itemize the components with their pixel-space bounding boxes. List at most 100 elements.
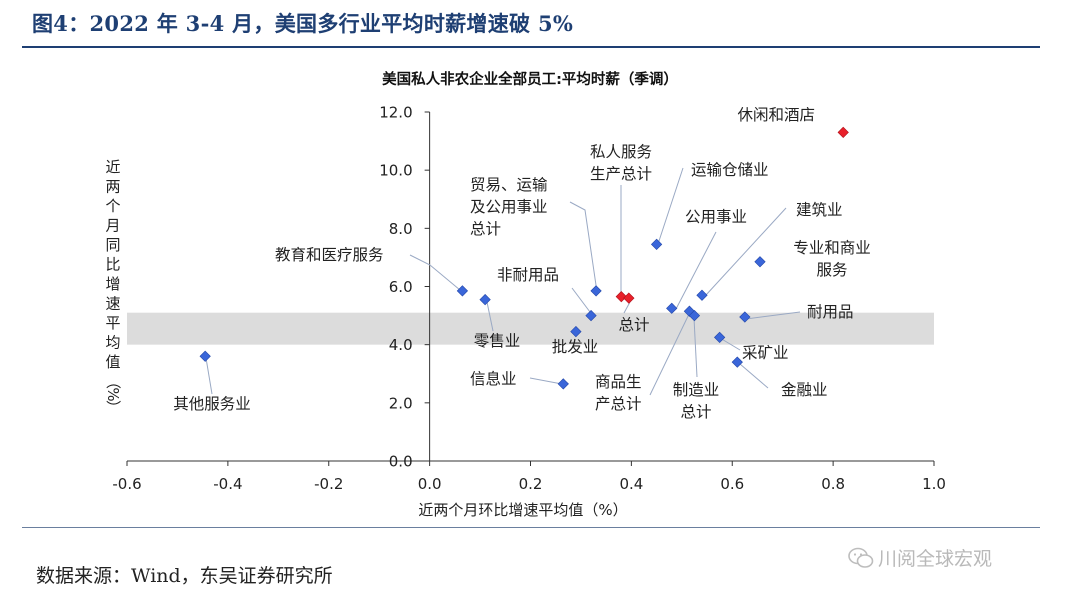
data-point bbox=[754, 256, 766, 268]
leader-line bbox=[569, 201, 598, 293]
x-tick-label: 0.8 bbox=[821, 475, 845, 493]
leader-line bbox=[705, 207, 787, 296]
y-tick-label: 6.0 bbox=[389, 278, 413, 296]
data-point bbox=[683, 305, 696, 317]
source-rule bbox=[22, 527, 1040, 528]
point-label: 其他服务业 bbox=[173, 395, 251, 413]
leader-line bbox=[529, 377, 563, 385]
y-axis-label-char: 两 bbox=[105, 178, 120, 196]
y-tick-label: 10.0 bbox=[379, 162, 412, 180]
leader-line bbox=[486, 301, 494, 332]
y-axis-label-char: 比 bbox=[105, 256, 120, 274]
point-label: 教育和医疗服务 bbox=[275, 246, 384, 264]
y-axis-label-char: 均 bbox=[105, 334, 120, 352]
point-label: 信息业 bbox=[470, 370, 517, 388]
x-tick-label: -0.4 bbox=[213, 475, 242, 493]
data-point bbox=[585, 309, 597, 322]
data-point-highlight bbox=[837, 126, 849, 138]
x-tick-label: 0.0 bbox=[418, 475, 442, 493]
data-point bbox=[714, 331, 726, 344]
y-tick-label: 2.0 bbox=[389, 394, 413, 412]
axes-layer: -0.6 -0.4 -0.2 0.0 0.2 0.4 0.6 0.8 1.0 0.0 2.0 4.0 6… bbox=[112, 104, 946, 494]
x-tick-label: 0.2 bbox=[519, 475, 543, 493]
watermark-text: 川阅全球宏观 bbox=[878, 548, 993, 570]
data-point bbox=[731, 356, 743, 368]
y-tick-label: 0.0 bbox=[389, 453, 413, 471]
y-axis-label-char: 近 bbox=[105, 158, 120, 176]
point-label: 公用事业 bbox=[685, 208, 747, 226]
data-point bbox=[570, 325, 582, 338]
leader-line bbox=[409, 254, 461, 291]
band-layer bbox=[127, 312, 934, 345]
point-label: 商品生产总计 bbox=[595, 373, 642, 413]
point-label: 休闲和酒店 bbox=[737, 106, 815, 124]
point-label: 批发业 bbox=[552, 338, 599, 356]
figure-title: 图4：2022 年 3-4 月，美国多行业平均时薪增速破 5% bbox=[32, 11, 574, 36]
chart-title: 美国私人非农企业全部员工:平均时薪（季调） bbox=[382, 70, 678, 88]
data-point bbox=[479, 293, 491, 306]
x-axis-label: 近两个月环比增速平均值（%） bbox=[418, 501, 627, 519]
data-point bbox=[650, 238, 663, 250]
data-point bbox=[688, 309, 701, 322]
y-axis-label-char: 速 bbox=[105, 295, 120, 313]
point-label: 非耐用品 bbox=[497, 266, 559, 284]
watermark: 川阅全球宏观 bbox=[848, 544, 992, 571]
title-rule bbox=[22, 46, 1040, 48]
point-label: 建筑业 bbox=[796, 201, 843, 219]
point-label: 专业和商业服务 bbox=[793, 239, 871, 279]
leader-line bbox=[205, 357, 213, 395]
y-axis-label-char: 同 bbox=[105, 236, 120, 254]
y-axis-label-char: % bbox=[104, 387, 122, 401]
data-point-highlight bbox=[615, 291, 627, 303]
data-point bbox=[557, 378, 569, 390]
shaded-band bbox=[127, 312, 934, 345]
data-point bbox=[590, 285, 602, 297]
x-tick-label: -0.2 bbox=[314, 475, 343, 493]
point-label: 运输仓储业 bbox=[691, 161, 769, 179]
point-label: 总计 bbox=[618, 316, 649, 334]
leader-line bbox=[745, 311, 801, 320]
x-tick-label: 1.0 bbox=[922, 475, 946, 493]
data-point bbox=[666, 302, 678, 314]
y-axis-label-char: 平 bbox=[105, 314, 120, 332]
point-label: 金融业 bbox=[781, 381, 828, 399]
y-axis-label-char: 增 bbox=[105, 275, 120, 293]
point-label: 零售业 bbox=[474, 332, 521, 350]
point-label: 采矿业 bbox=[742, 344, 789, 362]
y-axis-label-char: ） bbox=[104, 400, 122, 415]
leader-line bbox=[739, 363, 769, 389]
y-tick-label: 12.0 bbox=[379, 104, 412, 122]
leader-line bbox=[719, 337, 741, 351]
y-axis-label-char: 个 bbox=[105, 197, 120, 215]
leader-line bbox=[571, 287, 591, 313]
wechat-icon bbox=[848, 547, 874, 568]
x-tick-label: 0.6 bbox=[720, 475, 744, 493]
x-tick-label: -0.6 bbox=[112, 475, 141, 493]
point-label: 制造业总计 bbox=[673, 381, 720, 421]
leader-line bbox=[649, 311, 691, 396]
y-tick-label: 4.0 bbox=[389, 336, 413, 354]
leader-line bbox=[657, 167, 684, 245]
leader-line bbox=[693, 317, 698, 378]
data-point bbox=[696, 289, 708, 301]
data-point-highlight bbox=[623, 292, 635, 304]
leader-lines bbox=[205, 167, 801, 396]
y-axis-label-char: （ bbox=[104, 374, 122, 389]
data-point bbox=[456, 285, 469, 297]
x-tick-label: 0.4 bbox=[619, 475, 643, 493]
data-points bbox=[199, 126, 849, 390]
source-note: 数据来源：Wind，东吴证券研究所 bbox=[36, 565, 333, 587]
point-label: 贸易、运输及公用事业总计 bbox=[470, 176, 548, 238]
y-axis-label-char: 月 bbox=[105, 217, 120, 235]
data-point bbox=[199, 350, 211, 362]
point-label: 私人服务生产总计 bbox=[590, 143, 652, 183]
leader-line bbox=[675, 231, 717, 310]
y-axis-label-char: 值 bbox=[105, 353, 120, 371]
point-label: 耐用品 bbox=[807, 303, 854, 321]
y-tick-label: 8.0 bbox=[389, 220, 413, 238]
data-point bbox=[739, 311, 751, 323]
leader-line bbox=[623, 301, 631, 314]
